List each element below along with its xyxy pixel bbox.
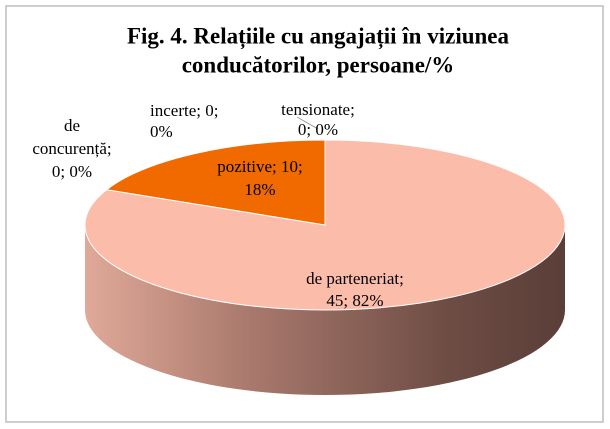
leader-line bbox=[296, 116, 319, 130]
pie-slice bbox=[105, 139, 326, 226]
chart-title: conducătorilor, persoane/% bbox=[182, 52, 455, 77]
pie-slice bbox=[84, 139, 566, 311]
data-label: 18% bbox=[244, 180, 275, 199]
data-label: de bbox=[64, 116, 80, 135]
data-label: de parteneriat; bbox=[306, 269, 404, 288]
data-label: 0; 0% bbox=[298, 120, 338, 139]
data-label: pozitive; 10; bbox=[217, 157, 302, 176]
data-label: concurență; bbox=[32, 139, 111, 158]
chart-title: Fig. 4. Relațiile cu angajații în viziun… bbox=[127, 23, 510, 49]
data-label: incerte; 0; bbox=[150, 101, 218, 120]
data-label: 0% bbox=[150, 122, 173, 141]
data-label: 45; 82% bbox=[326, 291, 383, 310]
data-label: tensionate; bbox=[281, 100, 355, 119]
data-label: 0; 0% bbox=[52, 162, 92, 181]
